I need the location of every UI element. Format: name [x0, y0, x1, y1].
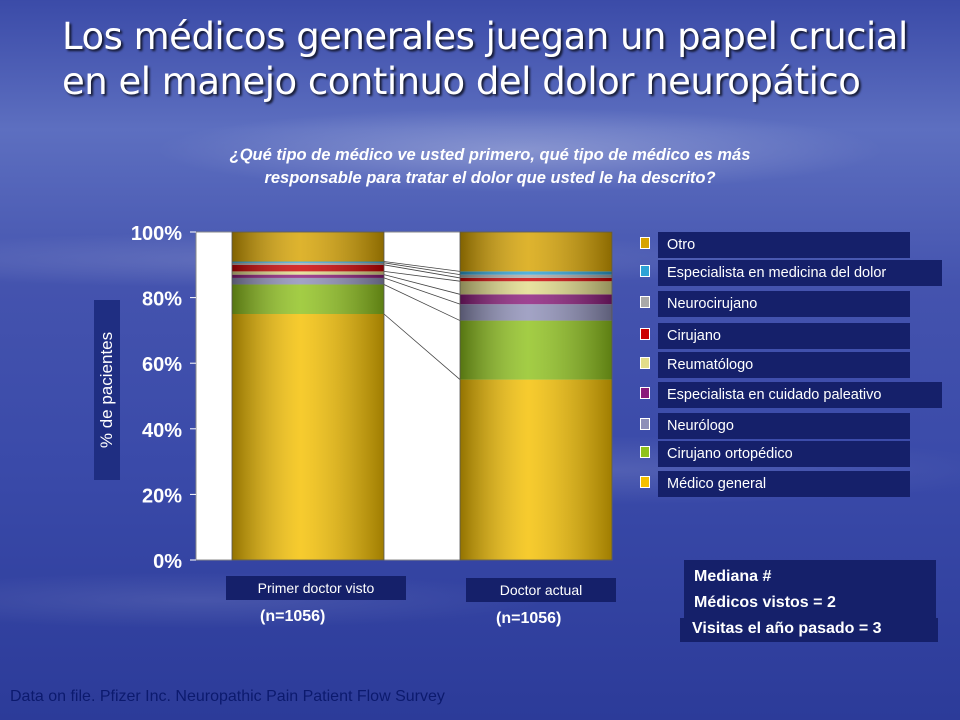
bar-segment-shade	[232, 277, 384, 285]
bars	[231, 231, 613, 561]
legend-label-palliative: Especialista en cuidado paleativo	[658, 382, 942, 408]
category-n-1: (n=1056)	[260, 608, 326, 625]
bar-segment-shade	[232, 284, 384, 314]
source-footnote: Data on file. Pfizer Inc. Neuropathic Pa…	[10, 688, 445, 705]
legend-swatch-neurologo	[640, 418, 650, 430]
legend-label-neurologo: Neurólogo	[658, 413, 910, 439]
legend-label-reumatologo: Reumatólogo	[658, 352, 910, 378]
bar-segment-shade	[460, 232, 612, 272]
legend-label-pain-specialist: Especialista en medicina del dolor	[658, 260, 942, 286]
bar-outline-1	[231, 231, 385, 561]
bar-segment-shade	[460, 320, 612, 380]
category-label-2: Doctor actual	[466, 578, 616, 602]
bar-segment-shade	[232, 261, 384, 263]
median-doctors-seen: Médicos vistos = 2	[694, 594, 836, 611]
legend-label-cirujano: Cirujano	[658, 323, 910, 349]
legend-label-otro: Otro	[658, 232, 910, 258]
connector-lines	[383, 261, 461, 380]
bar-segment-shade	[232, 314, 384, 560]
legend-swatch-cirujano	[640, 328, 650, 340]
bar-segment-shade	[460, 281, 612, 295]
legend-swatch-reumatologo	[640, 357, 650, 369]
bar-segment-shade	[460, 277, 612, 282]
category-n-2: (n=1056)	[496, 610, 562, 627]
legend-swatch-ortopedico	[640, 446, 650, 458]
bar-segment-shade	[232, 274, 384, 278]
median-visits-last-year: Visitas el año pasado = 3	[692, 620, 882, 637]
connector-line	[383, 264, 461, 279]
bar-segment-shade	[460, 294, 612, 305]
connector-line	[383, 313, 461, 380]
y-tick-label: 60%	[142, 354, 182, 376]
legend-swatch-otro	[640, 237, 650, 249]
survey-question: ¿Qué tipo de médico ve usted primero, qu…	[110, 144, 870, 190]
legend-label-medico-general: Médico general	[658, 471, 910, 497]
question-line-1: ¿Qué tipo de médico ve usted primero, qu…	[229, 146, 751, 164]
bar-segment-shade	[232, 264, 384, 272]
y-axis-label-box	[94, 300, 120, 480]
bar-segment-shade	[460, 379, 612, 560]
bar-segment-shade	[460, 304, 612, 321]
legend-swatch-medico-general	[640, 476, 650, 488]
category-label-1: Primer doctor visto	[226, 576, 406, 600]
bar-segment-shade	[460, 274, 612, 278]
y-axis: 0% 20% 40% 60% 80% 100%	[131, 223, 196, 573]
legend-swatch-neurocirujano	[640, 296, 650, 308]
connector-line	[383, 262, 461, 276]
legend-label-neurocirujano: Neurocirujano	[658, 291, 910, 317]
y-tick-label: 100%	[131, 223, 182, 245]
legend-swatch-pain-specialist	[640, 265, 650, 277]
connector-line	[383, 261, 461, 272]
connector-line	[383, 277, 461, 305]
y-tick-label: 40%	[142, 420, 182, 442]
bar-segment-shade	[232, 232, 384, 262]
bar-outline-2	[459, 231, 613, 561]
slide-title: Los médicos generales juegan un papel cr…	[62, 14, 952, 104]
median-title: Mediana #	[694, 568, 772, 585]
title-line-2: en el manejo continuo del dolor neuropát…	[62, 60, 861, 103]
connector-line	[383, 274, 461, 295]
connector-line	[383, 270, 461, 282]
y-tick-label: 0%	[153, 551, 182, 573]
question-line-2: responsable para tratar el dolor que ust…	[264, 169, 716, 187]
bar-segment-shade	[232, 262, 384, 265]
title-line-1: Los médicos generales juegan un papel cr…	[62, 15, 908, 58]
legend-label-ortopedico: Cirujano ortopédico	[658, 441, 910, 467]
legend-swatch-palliative	[640, 387, 650, 399]
y-tick-label: 80%	[142, 289, 182, 311]
bar-segment-shade	[460, 271, 612, 275]
bar-segment-shade	[232, 271, 384, 275]
connector-line	[383, 284, 461, 321]
median-visits-box: Visitas el año pasado = 3	[680, 618, 938, 642]
y-tick-label: 20%	[142, 485, 182, 507]
